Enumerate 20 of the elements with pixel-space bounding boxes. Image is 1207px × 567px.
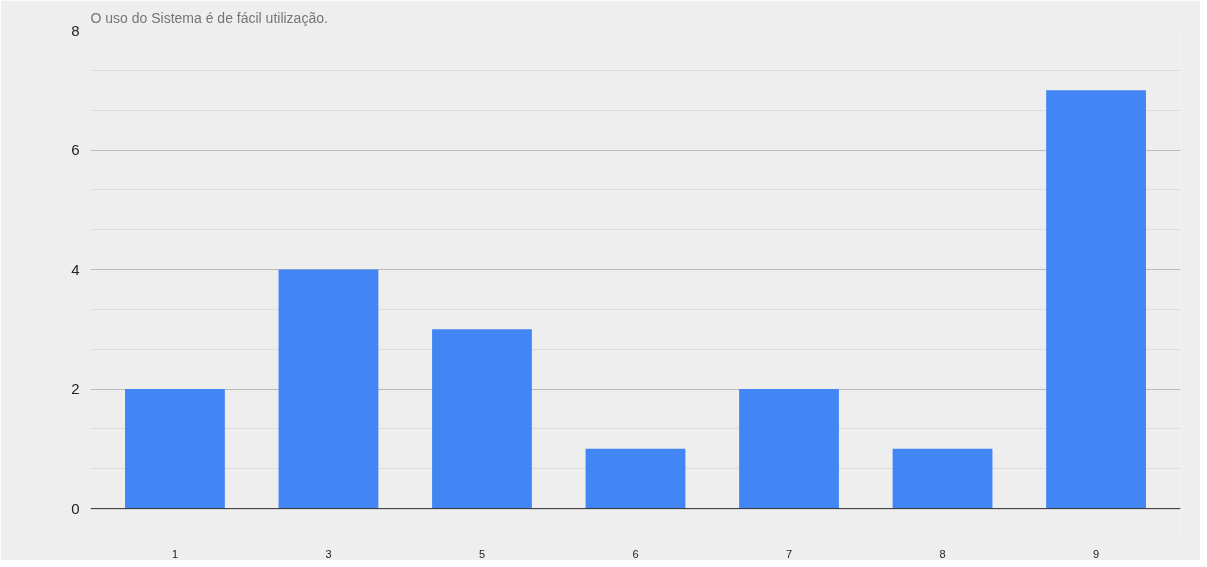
x-tick-label: 7	[785, 547, 793, 560]
x-tick-label: 5	[478, 547, 486, 560]
x-tick-label: 9	[1093, 547, 1100, 560]
bar	[432, 329, 532, 509]
x-tick-label: 8	[939, 547, 946, 560]
x-tick-label: 6	[632, 547, 639, 560]
x-tick-label: 1	[171, 547, 178, 560]
x-tick-label: 3	[325, 547, 332, 560]
y-tick-label: 4	[71, 260, 80, 278]
bar	[125, 389, 225, 509]
y-tick-label: 6	[71, 141, 80, 159]
bar	[278, 269, 379, 509]
bar	[1046, 90, 1146, 509]
y-tick-label: 8	[71, 21, 80, 39]
chart-title: O uso do Sistema é de fácil utilização.	[90, 9, 328, 26]
y-tick-label: 2	[71, 380, 80, 398]
y-tick-label: 0	[71, 499, 80, 517]
bar	[585, 448, 686, 509]
bar	[739, 389, 839, 509]
bar	[892, 448, 993, 509]
